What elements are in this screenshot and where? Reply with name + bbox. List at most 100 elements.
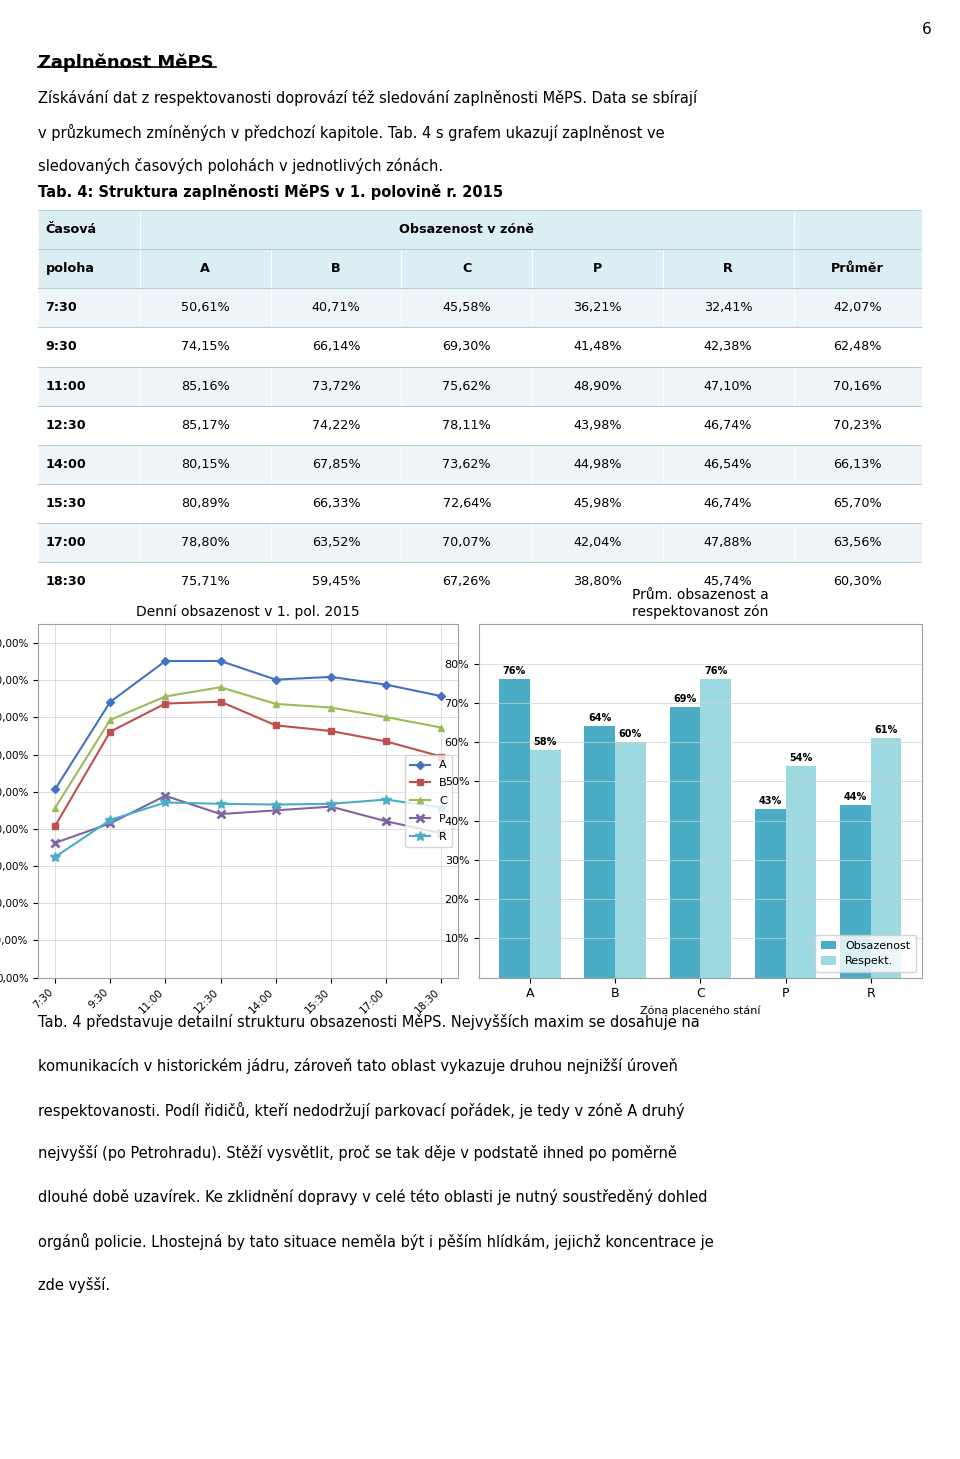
Text: 54%: 54%: [789, 753, 812, 763]
Text: Tab. 4 představuje detailní strukturu obsazenosti MěPS. Nejvyšších maxim se dosa: Tab. 4 představuje detailní strukturu ob…: [38, 1014, 700, 1030]
P: [325, 798, 337, 816]
R: [159, 794, 171, 811]
B: [215, 693, 227, 711]
Bar: [140, 249, 271, 289]
P: [436, 824, 447, 842]
Bar: [38, 366, 140, 406]
Text: 75,71%: 75,71%: [180, 575, 229, 588]
B: [325, 722, 337, 740]
Bar: [140, 445, 271, 484]
Line: B: B: [52, 699, 444, 829]
Line: P: P: [51, 792, 445, 848]
Text: 75,62%: 75,62%: [443, 379, 492, 392]
Bar: [38, 522, 140, 562]
Text: 67,85%: 67,85%: [312, 458, 360, 471]
Text: 78,11%: 78,11%: [443, 419, 492, 432]
Title: Denní obsazenost v 1. pol. 2015: Denní obsazenost v 1. pol. 2015: [136, 604, 360, 619]
Text: B: B: [331, 263, 341, 276]
Text: 45,98%: 45,98%: [573, 498, 622, 509]
Bar: [794, 522, 922, 562]
Text: 15:30: 15:30: [45, 498, 86, 509]
Bar: [140, 406, 271, 445]
Text: 32,41%: 32,41%: [704, 302, 753, 314]
Text: orgánů policie. Lhostejná by tato situace neměla být i pěším hlídkám, jejichž ko: orgánů policie. Lhostejná by tato situac…: [38, 1233, 714, 1250]
Bar: [662, 484, 794, 522]
Bar: [794, 249, 922, 289]
Text: 73,62%: 73,62%: [443, 458, 492, 471]
Text: 12:30: 12:30: [45, 419, 86, 432]
Bar: [794, 445, 922, 484]
Text: 46,74%: 46,74%: [704, 419, 753, 432]
A: [215, 652, 227, 670]
Text: A: A: [201, 263, 210, 276]
Text: Tab. 4: Struktura zaplněnosti MěPS v 1. polovině r. 2015: Tab. 4: Struktura zaplněnosti MěPS v 1. …: [38, 184, 504, 200]
C: [49, 800, 60, 817]
P: [49, 835, 60, 852]
Text: 43,98%: 43,98%: [573, 419, 622, 432]
Bar: [785, 766, 816, 978]
Bar: [532, 289, 662, 327]
Text: 74,15%: 74,15%: [180, 340, 229, 353]
Line: C: C: [52, 684, 444, 811]
Bar: [700, 680, 731, 978]
C: [380, 709, 392, 727]
Bar: [140, 522, 271, 562]
Text: 80,15%: 80,15%: [180, 458, 229, 471]
Bar: [401, 522, 532, 562]
Text: 50,61%: 50,61%: [180, 302, 229, 314]
Bar: [662, 327, 794, 366]
Bar: [38, 484, 140, 522]
P: [380, 813, 392, 830]
Title: Prům. obsazenost a
respektovanost zón: Prům. obsazenost a respektovanost zón: [632, 588, 769, 619]
Text: 63,52%: 63,52%: [312, 535, 360, 549]
C: [270, 694, 281, 712]
R: [105, 811, 116, 829]
Text: 76%: 76%: [704, 667, 728, 676]
C: [105, 711, 116, 728]
Text: 62,48%: 62,48%: [833, 340, 882, 353]
Bar: [794, 210, 922, 249]
Bar: [271, 406, 401, 445]
A: [105, 693, 116, 711]
B: [105, 724, 116, 741]
Text: 46,54%: 46,54%: [704, 458, 753, 471]
Text: 45,58%: 45,58%: [443, 302, 492, 314]
A: [436, 687, 447, 705]
B: [49, 817, 60, 835]
P: [159, 786, 171, 804]
Bar: [871, 738, 901, 978]
Bar: [840, 805, 871, 978]
Text: Časová: Časová: [45, 223, 97, 236]
A: [49, 781, 60, 798]
Bar: [38, 249, 140, 289]
Bar: [140, 366, 271, 406]
R: [49, 848, 60, 865]
Text: 61%: 61%: [875, 725, 898, 735]
P: [105, 814, 116, 832]
P: [270, 801, 281, 818]
Bar: [38, 327, 140, 366]
Bar: [532, 484, 662, 522]
B: [380, 732, 392, 750]
Bar: [401, 366, 532, 406]
Bar: [532, 406, 662, 445]
Text: P: P: [593, 263, 602, 276]
Bar: [530, 750, 561, 978]
Text: 14:00: 14:00: [45, 458, 86, 471]
Text: R: R: [723, 263, 733, 276]
Line: A: A: [52, 658, 444, 792]
Text: 46,74%: 46,74%: [704, 498, 753, 509]
Text: 45,74%: 45,74%: [704, 575, 753, 588]
Text: respektovanosti. Podíl řidičů, kteří nedodržují parkovací pořádek, je tedy v zón: respektovanosti. Podíl řidičů, kteří ned…: [38, 1102, 685, 1119]
Text: 69,30%: 69,30%: [443, 340, 492, 353]
Bar: [755, 808, 785, 978]
Text: Obsazenost v zóně: Obsazenost v zóně: [399, 223, 535, 236]
Bar: [140, 210, 794, 249]
Text: 70,23%: 70,23%: [833, 419, 882, 432]
Bar: [662, 562, 794, 601]
Bar: [271, 562, 401, 601]
Bar: [662, 289, 794, 327]
Bar: [532, 445, 662, 484]
P: [215, 805, 227, 823]
Text: poloha: poloha: [45, 263, 94, 276]
